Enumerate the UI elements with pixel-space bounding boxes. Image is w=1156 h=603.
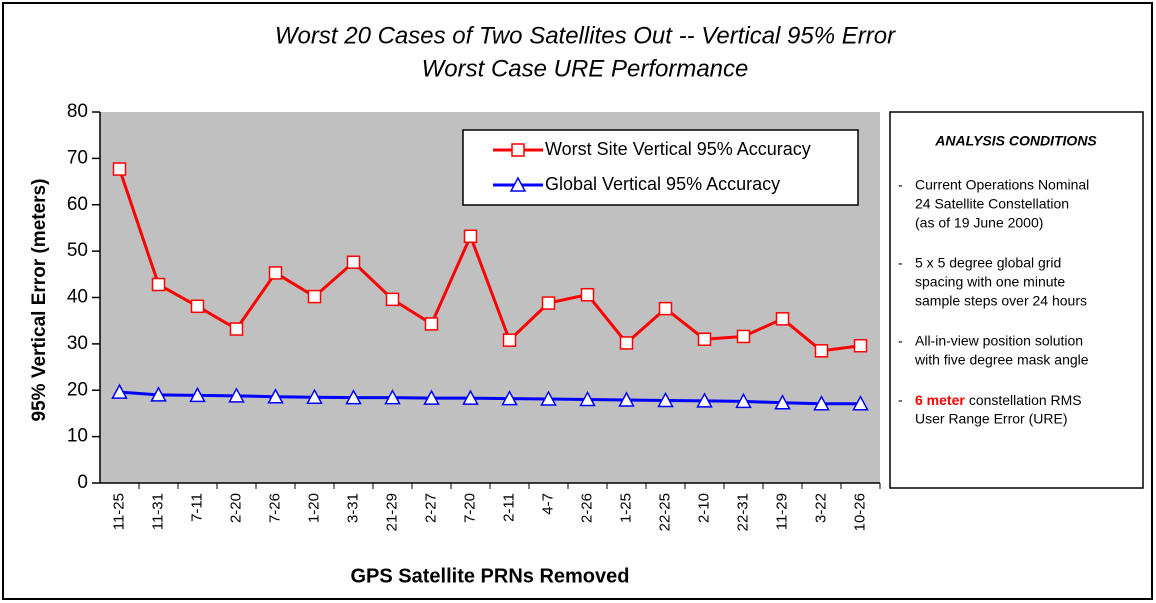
x-tick-label: 2-27 — [422, 493, 439, 523]
data-point — [814, 344, 829, 358]
data-point — [151, 277, 166, 292]
y-tick-label: 50 — [67, 240, 88, 261]
chart-title: Worst 20 Cases of Two Satellites Out -- … — [275, 22, 896, 49]
data-point — [696, 392, 713, 408]
x-tick-label: 2-11 — [500, 493, 517, 522]
condition-line: 6 meter constellation RMS — [915, 392, 1082, 408]
x-axis-title: GPS Satellite PRNs Removed — [351, 565, 630, 587]
y-axis-title: 95% Vertical Error (meters) — [29, 179, 50, 422]
data-point — [307, 289, 322, 304]
conditions-title: ANALYSIS CONDITIONS — [934, 133, 1097, 149]
data-point — [774, 394, 791, 410]
data-point — [228, 387, 245, 403]
data-point — [775, 312, 790, 326]
chart-subtitle: Worst Case URE Performance — [422, 55, 749, 82]
data-point — [150, 386, 167, 402]
data-point — [112, 162, 127, 176]
condition-line: with five degree mask angle — [914, 352, 1089, 368]
data-point — [346, 255, 361, 270]
y-tick-label: 60 — [67, 194, 88, 215]
data-point — [111, 383, 128, 399]
x-tick-label: 7-11 — [188, 493, 205, 522]
x-tick-label: 2-10 — [695, 493, 712, 523]
data-point — [229, 322, 244, 336]
condition-line: sample steps over 24 hours — [915, 293, 1087, 309]
condition-line: Current Operations Nominal — [915, 177, 1089, 193]
data-point — [502, 333, 517, 347]
x-tick-label: 11-29 — [773, 493, 790, 530]
x-tick-label: 1-20 — [305, 493, 322, 523]
data-point — [852, 395, 869, 411]
y-tick-label: 0 — [77, 472, 88, 493]
x-tick-label: 2-20 — [227, 493, 244, 523]
data-point — [462, 389, 479, 405]
legend-box — [462, 129, 859, 206]
data-point — [190, 299, 205, 314]
x-tick-label: 1-25 — [617, 493, 634, 523]
data-point — [501, 390, 518, 406]
x-tick-label: 11-31 — [149, 493, 166, 530]
data-point — [618, 391, 635, 407]
legend-marker — [511, 143, 525, 157]
data-point — [268, 266, 283, 280]
data-point — [306, 388, 323, 404]
x-tick-label: 7-20 — [461, 493, 478, 523]
x-tick-label: 21-29 — [383, 493, 400, 531]
condition-line: (as of 19 June 2000) — [915, 215, 1043, 231]
data-point — [541, 296, 556, 310]
y-tick-label: 40 — [67, 287, 88, 308]
x-tick-label: 22-25 — [656, 493, 673, 531]
data-point — [267, 388, 284, 404]
data-point — [579, 390, 596, 407]
y-tick-label: 20 — [67, 379, 88, 400]
condition-text: constellation RMS — [969, 392, 1082, 408]
bullet-dash: - — [898, 255, 903, 271]
condition-highlight: 6 meter — [915, 392, 965, 408]
data-point — [658, 301, 673, 316]
bullet-dash: - — [898, 333, 903, 349]
data-point — [463, 229, 478, 244]
x-tick-label: 22-31 — [734, 493, 751, 531]
x-tick-label: 10-26 — [851, 493, 868, 531]
data-point — [813, 395, 830, 411]
legend-label: Global Vertical 95% Accuracy — [545, 174, 780, 194]
x-tick-label: 3-31 — [344, 493, 361, 523]
data-point — [540, 390, 557, 406]
condition-line: spacing with one minute — [915, 274, 1065, 290]
condition-line: All-in-view position solution — [915, 333, 1083, 349]
y-tick-label: 80 — [67, 101, 88, 122]
x-tick-label: 11-25 — [110, 493, 127, 530]
data-point — [423, 389, 440, 405]
data-point — [736, 329, 751, 344]
y-tick-label: 10 — [67, 426, 88, 447]
x-tick-label: 4-7 — [539, 493, 556, 515]
y-tick-label: 70 — [67, 147, 88, 168]
legend-label: Worst Site Vertical 95% Accuracy — [545, 139, 811, 159]
data-point — [345, 389, 362, 405]
data-point — [657, 391, 674, 408]
legend-marker — [509, 176, 527, 192]
series-line — [119, 390, 861, 406]
x-tick-label: 2-26 — [578, 493, 595, 523]
data-point — [735, 392, 752, 409]
condition-line: 24 Satellite Constellation — [915, 196, 1069, 212]
data-point — [580, 287, 595, 302]
y-tick-label: 30 — [67, 333, 88, 354]
data-point — [424, 317, 439, 331]
condition-line: 5 x 5 degree global grid — [915, 255, 1061, 271]
x-tick-label: 3-22 — [812, 493, 829, 523]
data-point — [853, 338, 868, 353]
x-tick-label: 7-26 — [266, 493, 283, 523]
bullet-dash: - — [898, 177, 903, 193]
data-point — [384, 389, 401, 405]
data-point — [619, 336, 634, 350]
data-point — [697, 332, 712, 346]
data-point — [385, 292, 400, 307]
condition-line: User Range Error (URE) — [915, 411, 1067, 427]
data-point — [189, 386, 206, 403]
bullet-dash: - — [898, 392, 903, 408]
conditions-box — [889, 111, 1144, 489]
